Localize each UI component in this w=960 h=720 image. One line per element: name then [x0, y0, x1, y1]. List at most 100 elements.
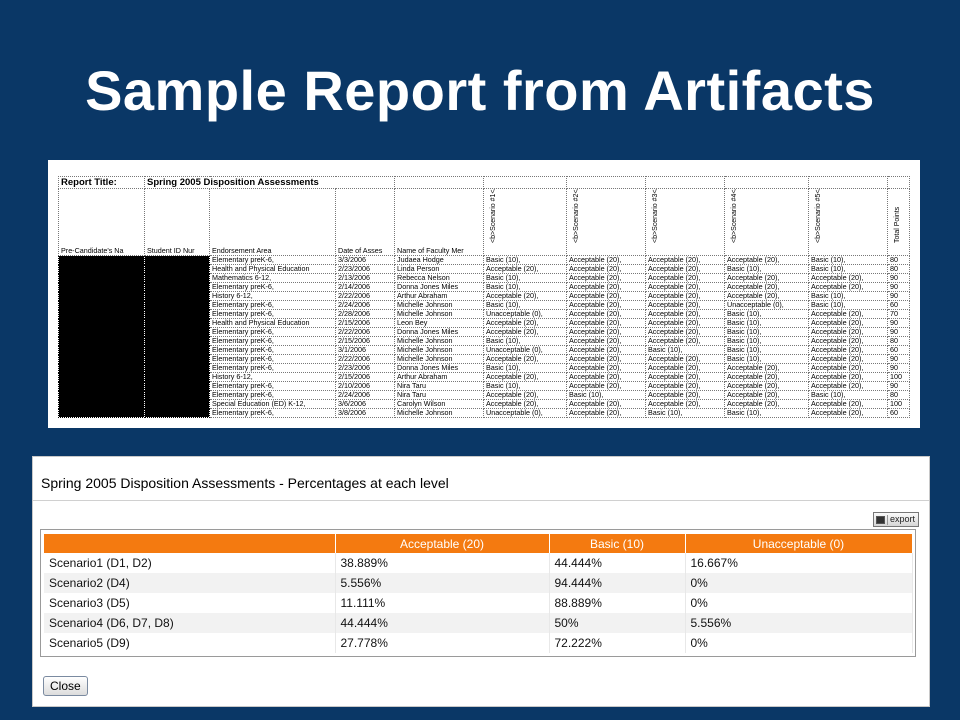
close-button[interactable]: Close	[43, 676, 88, 696]
table-row: History 6-12, 2/22/2006 Arthur Abraham Acce…	[59, 291, 910, 301]
table-cell: 2/15/2006	[335, 318, 395, 328]
table-cell: Acceptable (20),	[566, 309, 646, 319]
table-row: Health and Physical Education 2/15/2006 Le…	[59, 318, 910, 328]
table-cell: Elementary preK-6,	[209, 336, 336, 346]
table-cell: Basic (10),	[808, 300, 888, 310]
table-cell: Michelle Johnson	[394, 336, 484, 346]
table-cell: 90	[887, 282, 910, 292]
table-cell: Acceptable (20),	[483, 390, 567, 400]
table-cell: Arthur Abraham	[394, 291, 484, 301]
table-cell: Basic (10),	[483, 300, 567, 310]
table-cell: Elementary preK-6,	[209, 327, 336, 337]
export-label: export	[889, 514, 915, 524]
table-cell: Basic (10),	[724, 336, 809, 346]
table-cell: Donna Jones Miles	[394, 282, 484, 292]
table-row: Elementary preK-6, 2/10/2006 Nira Taru Basi…	[59, 381, 910, 391]
table-cell: Acceptable (20),	[645, 363, 725, 373]
table-cell: 3/3/2006	[335, 255, 395, 265]
table-cell: History 6-12,	[209, 372, 336, 382]
slide-title: Sample Report from Artifacts	[85, 59, 875, 122]
table-cell: Elementary preK-6,	[209, 408, 336, 418]
table-cell: Acceptable (20),	[724, 363, 809, 373]
table-cell: Leon Bey	[394, 318, 484, 328]
table-cell: Acceptable (20),	[808, 399, 888, 409]
percentage-cell: 0%	[685, 573, 913, 593]
table-cell: Unacceptable (0),	[724, 300, 809, 310]
table-row: Scenario2 (D4) 5.556% 94.444% 0%	[44, 573, 913, 593]
table-cell: 2/23/2006	[335, 264, 395, 274]
table-row: Elementary preK-6, 2/22/2006 Michelle John…	[59, 354, 910, 364]
table-cell: Elementary preK-6,	[209, 390, 336, 400]
percentage-cell: 50%	[549, 613, 686, 633]
table-cell: Acceptable (20),	[566, 327, 646, 337]
table-cell: 90	[887, 318, 910, 328]
table-cell: Elementary preK-6,	[209, 282, 336, 292]
table-cell: Acceptable (20),	[645, 381, 725, 391]
table-cell: 80	[887, 390, 910, 400]
table-cell: Basic (10),	[724, 408, 809, 418]
header-endorsement-area: Endorsement Area	[209, 188, 336, 256]
table-cell: 2/22/2006	[335, 327, 395, 337]
table-cell: Acceptable (20),	[566, 264, 646, 274]
table-row: Scenario1 (D1, D2) 38.889% 44.444% 16.667%	[44, 553, 913, 573]
report-title-value: Spring 2005 Disposition Assessments	[144, 176, 395, 189]
table-cell: Michelle Johnson	[394, 345, 484, 355]
export-button[interactable]: export	[872, 512, 919, 527]
scenario-label: Scenario1 (D1, D2)	[44, 553, 336, 573]
table-cell: Acceptable (20),	[645, 318, 725, 328]
table-cell: Basic (10),	[483, 273, 567, 283]
table-cell: Basic (10),	[724, 327, 809, 337]
table-cell: Acceptable (20),	[808, 273, 888, 283]
table-cell: Basic (10),	[724, 345, 809, 355]
table-cell: Elementary preK-6,	[209, 354, 336, 364]
header-scenario-1: <b>Scenario #1</b>	[483, 188, 567, 256]
table-cell: Acceptable (20),	[808, 363, 888, 373]
percentages-header-row: Acceptable (20) Basic (10) Unacceptable …	[44, 534, 913, 553]
divider	[33, 500, 929, 501]
table-cell: Acceptable (20),	[808, 354, 888, 364]
table-cell: Health and Physical Education	[209, 318, 336, 328]
percentage-cell: 16.667%	[685, 553, 913, 573]
table-row: Elementary preK-6, 3/8/2006 Michelle Johns…	[59, 408, 910, 418]
table-cell: Judaea Hodge	[394, 255, 484, 265]
table-cell: 90	[887, 327, 910, 337]
scenario-label: Scenario2 (D4)	[44, 573, 336, 593]
table-cell: Acceptable (20),	[808, 345, 888, 355]
table-cell: Acceptable (20),	[483, 372, 567, 382]
table-cell: Acceptable (20),	[808, 372, 888, 382]
table-cell: Acceptable (20),	[645, 336, 725, 346]
table-cell: Michelle Johnson	[394, 300, 484, 310]
percentage-cell: 5.556%	[685, 613, 913, 633]
table-cell: Unacceptable (0),	[483, 408, 567, 418]
divider	[886, 514, 888, 525]
table-cell: 2/22/2006	[335, 354, 395, 364]
table-cell: Acceptable (20),	[645, 354, 725, 364]
percentage-cell: 88.889%	[549, 593, 686, 613]
table-cell: Elementary preK-6,	[209, 300, 336, 310]
table-cell: Acceptable (20),	[645, 273, 725, 283]
table-row: Scenario5 (D9) 27.778% 72.222% 0%	[44, 633, 913, 653]
table-cell: 80	[887, 255, 910, 265]
scenario-label: Scenario3 (D5)	[44, 593, 336, 613]
table-cell: 2/24/2006	[335, 390, 395, 400]
table-cell: Michelle Johnson	[394, 309, 484, 319]
table-row: Elementary preK-6, 3/3/2006 Judaea Hodge Ba…	[58, 255, 910, 418]
table-cell: 90	[887, 354, 910, 364]
table-row: Elementary preK-6, 2/15/2006 Michelle John…	[59, 336, 910, 346]
table-cell: Nira Taru	[394, 381, 484, 391]
table-cell: Acceptable (20),	[645, 327, 725, 337]
table-cell: Basic (10),	[645, 345, 725, 355]
table-cell: Acceptable (20),	[645, 291, 725, 301]
table-cell: Acceptable (20),	[566, 381, 646, 391]
percentage-cell: 11.111%	[335, 593, 550, 613]
table-cell: Acceptable (20),	[483, 264, 567, 274]
table-cell: 90	[887, 273, 910, 283]
table-cell: Elementary preK-6,	[209, 255, 336, 265]
table-cell: Acceptable (20),	[724, 372, 809, 382]
percentage-cell: 5.556%	[335, 573, 550, 593]
percentage-cell: 94.444%	[549, 573, 686, 593]
table-cell: Health and Physical Education	[209, 264, 336, 274]
table-cell: Acceptable (20),	[483, 399, 567, 409]
table-cell: Elementary preK-6,	[209, 363, 336, 373]
table-cell: Basic (10),	[566, 390, 646, 400]
